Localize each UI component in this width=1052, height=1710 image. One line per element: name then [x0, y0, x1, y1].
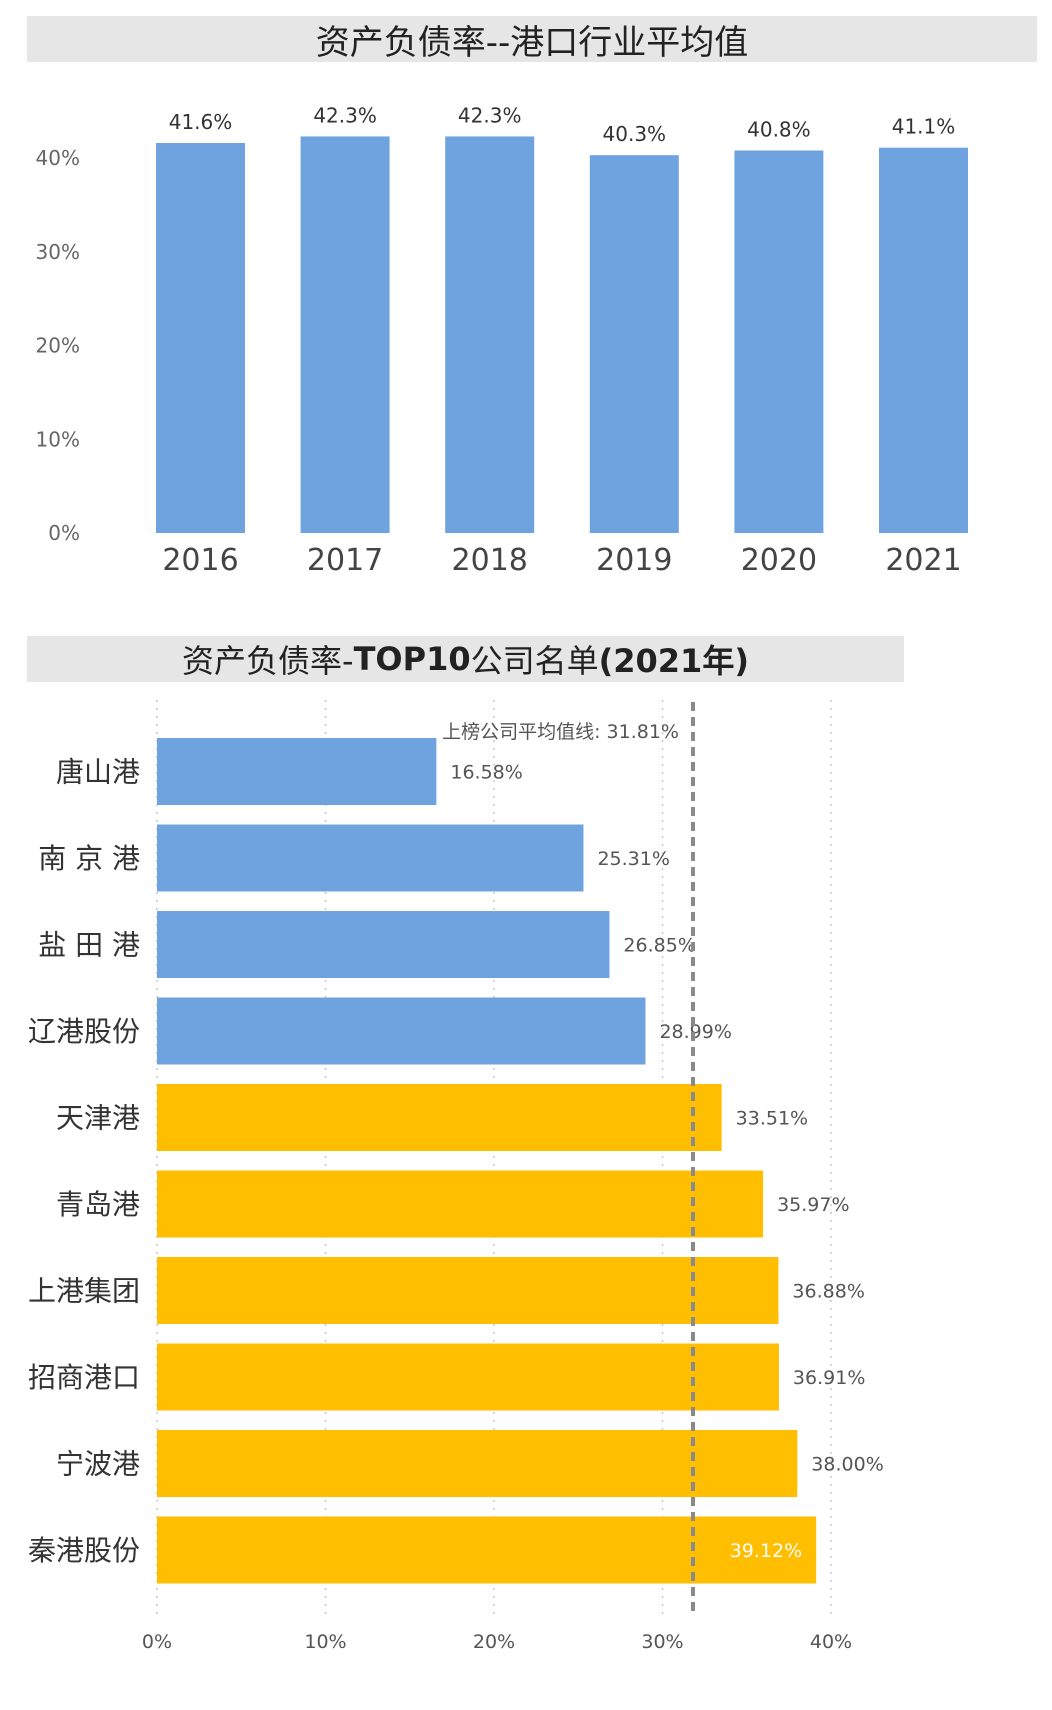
chart1-value-label: 40.8% — [747, 118, 811, 142]
chart2-category-label: 秦港股份 — [28, 1534, 140, 1567]
chart2-title-part-2: TOP10 — [353, 640, 471, 678]
chart1-category-label: 2020 — [741, 543, 817, 578]
chart2-value-label: 26.85% — [623, 935, 695, 957]
chart1-category-label: 2021 — [885, 543, 961, 578]
chart2-title: 资产负债率- TOP10 公司名单 (2021年) — [27, 636, 904, 682]
chart1-svg: 0% 10% 20% 30% 40% 41.6% 2016 42.3% 2017 42.3% 201… — [36, 103, 968, 578]
chart1-bar — [300, 136, 390, 533]
chart2-value-label: 35.97% — [777, 1194, 849, 1216]
chart1-value-label: 42.3% — [313, 103, 377, 127]
chart1-value-label: 41.1% — [892, 115, 956, 139]
chart2-bar — [157, 1170, 764, 1238]
chart1-ytick: 10% — [36, 427, 80, 451]
chart2-value-label: 33.51% — [736, 1108, 808, 1130]
chart1-bar — [445, 136, 535, 533]
chart1-bar — [156, 143, 245, 533]
chart1-value-label: 40.3% — [603, 122, 667, 146]
chart2-category-label: 招商港口 — [28, 1361, 140, 1394]
chart2-value-label: 25.31% — [597, 848, 669, 870]
chart2-xtick: 0% — [142, 1631, 172, 1653]
chart1-bar — [734, 150, 824, 533]
chart2-category-label: 辽港股份 — [28, 1015, 140, 1048]
chart2-bar — [157, 1084, 722, 1151]
chart2-bar — [157, 1343, 779, 1411]
chart2-category-label: 青岛港 — [56, 1188, 140, 1221]
chart2-average-label: 上榜公司平均值线: 31.81% — [442, 721, 679, 743]
chart1-bar — [879, 147, 968, 533]
chart2-value-label: 36.91% — [793, 1367, 865, 1389]
chart2-value-label: 38.00% — [811, 1454, 883, 1476]
chart2-category-label: 唐山港 — [56, 756, 140, 789]
chart1-value-label: 42.3% — [458, 103, 522, 127]
chart1-ytick: 0% — [48, 521, 80, 545]
chart2-bar — [157, 824, 584, 892]
chart2-title-part-3: 公司名单 — [470, 642, 599, 680]
chart2-value-label: 36.88% — [792, 1281, 864, 1303]
chart2-bar — [157, 1257, 779, 1324]
chart2-value-label: 39.12% — [730, 1540, 802, 1562]
chart1-bar — [589, 155, 679, 533]
chart2-xtick: 20% — [473, 1631, 515, 1653]
chart2-xtick: 30% — [641, 1631, 683, 1653]
chart2-category-label: 宁波港 — [56, 1448, 140, 1481]
chart2-category-label: 天津港 — [56, 1102, 140, 1135]
chart2-value-label: 16.58% — [450, 762, 522, 784]
chart2-bar — [157, 1430, 798, 1497]
chart2-title-part-4: (2021年) — [598, 642, 749, 680]
chart1-category-label: 2019 — [596, 543, 672, 578]
chart2-category-label: 上港集团 — [28, 1275, 140, 1308]
chart2-xtick: 10% — [304, 1631, 346, 1653]
chart1-title-text: 资产负债率--港口行业平均值 — [315, 22, 749, 63]
chart2-bar — [157, 738, 437, 805]
chart2-category-label: 南 京 港 — [38, 842, 140, 875]
chart1-category-label: 2018 — [452, 543, 528, 578]
chart1-ytick: 30% — [36, 240, 80, 264]
chart2-bar — [157, 1516, 817, 1584]
chart1-category-label: 2017 — [307, 543, 383, 578]
chart1-value-label: 41.6% — [169, 110, 233, 134]
chart1-ytick: 20% — [36, 334, 80, 358]
chart2-bar — [157, 997, 646, 1065]
chart2-xtick: 40% — [810, 1631, 852, 1653]
chart1-ytick: 40% — [36, 146, 80, 170]
chart1-category-label: 2016 — [162, 543, 238, 578]
chart2-bar — [157, 911, 610, 978]
chart2-title-part-1: 资产负债率- — [182, 642, 354, 680]
chart1-title: 资产负债率--港口行业平均值 — [27, 16, 1037, 63]
chart2-category-label: 盐 田 港 — [38, 929, 140, 962]
chart2-value-label: 28.99% — [659, 1021, 731, 1043]
